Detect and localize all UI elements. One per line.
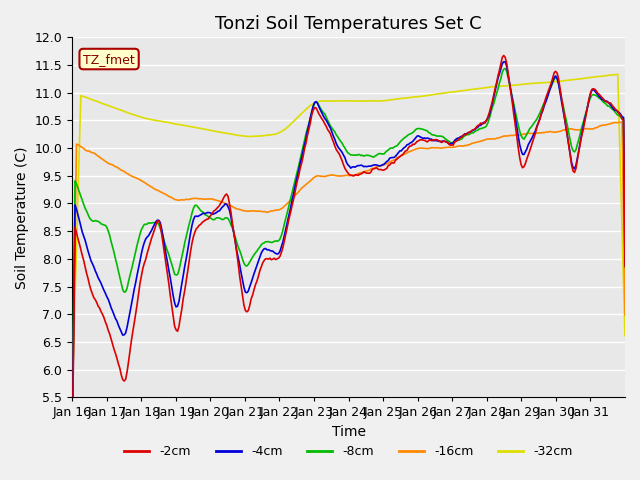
Text: TZ_fmet: TZ_fmet bbox=[83, 52, 135, 66]
Y-axis label: Soil Temperature (C): Soil Temperature (C) bbox=[15, 146, 29, 288]
Legend: -2cm, -4cm, -8cm, -16cm, -32cm: -2cm, -4cm, -8cm, -16cm, -32cm bbox=[120, 440, 578, 463]
X-axis label: Time: Time bbox=[332, 425, 365, 439]
Title: Tonzi Soil Temperatures Set C: Tonzi Soil Temperatures Set C bbox=[215, 15, 482, 33]
